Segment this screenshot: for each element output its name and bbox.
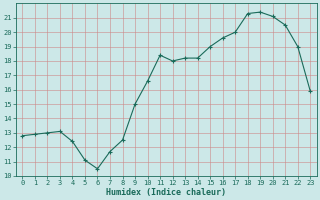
- X-axis label: Humidex (Indice chaleur): Humidex (Indice chaleur): [106, 188, 226, 197]
